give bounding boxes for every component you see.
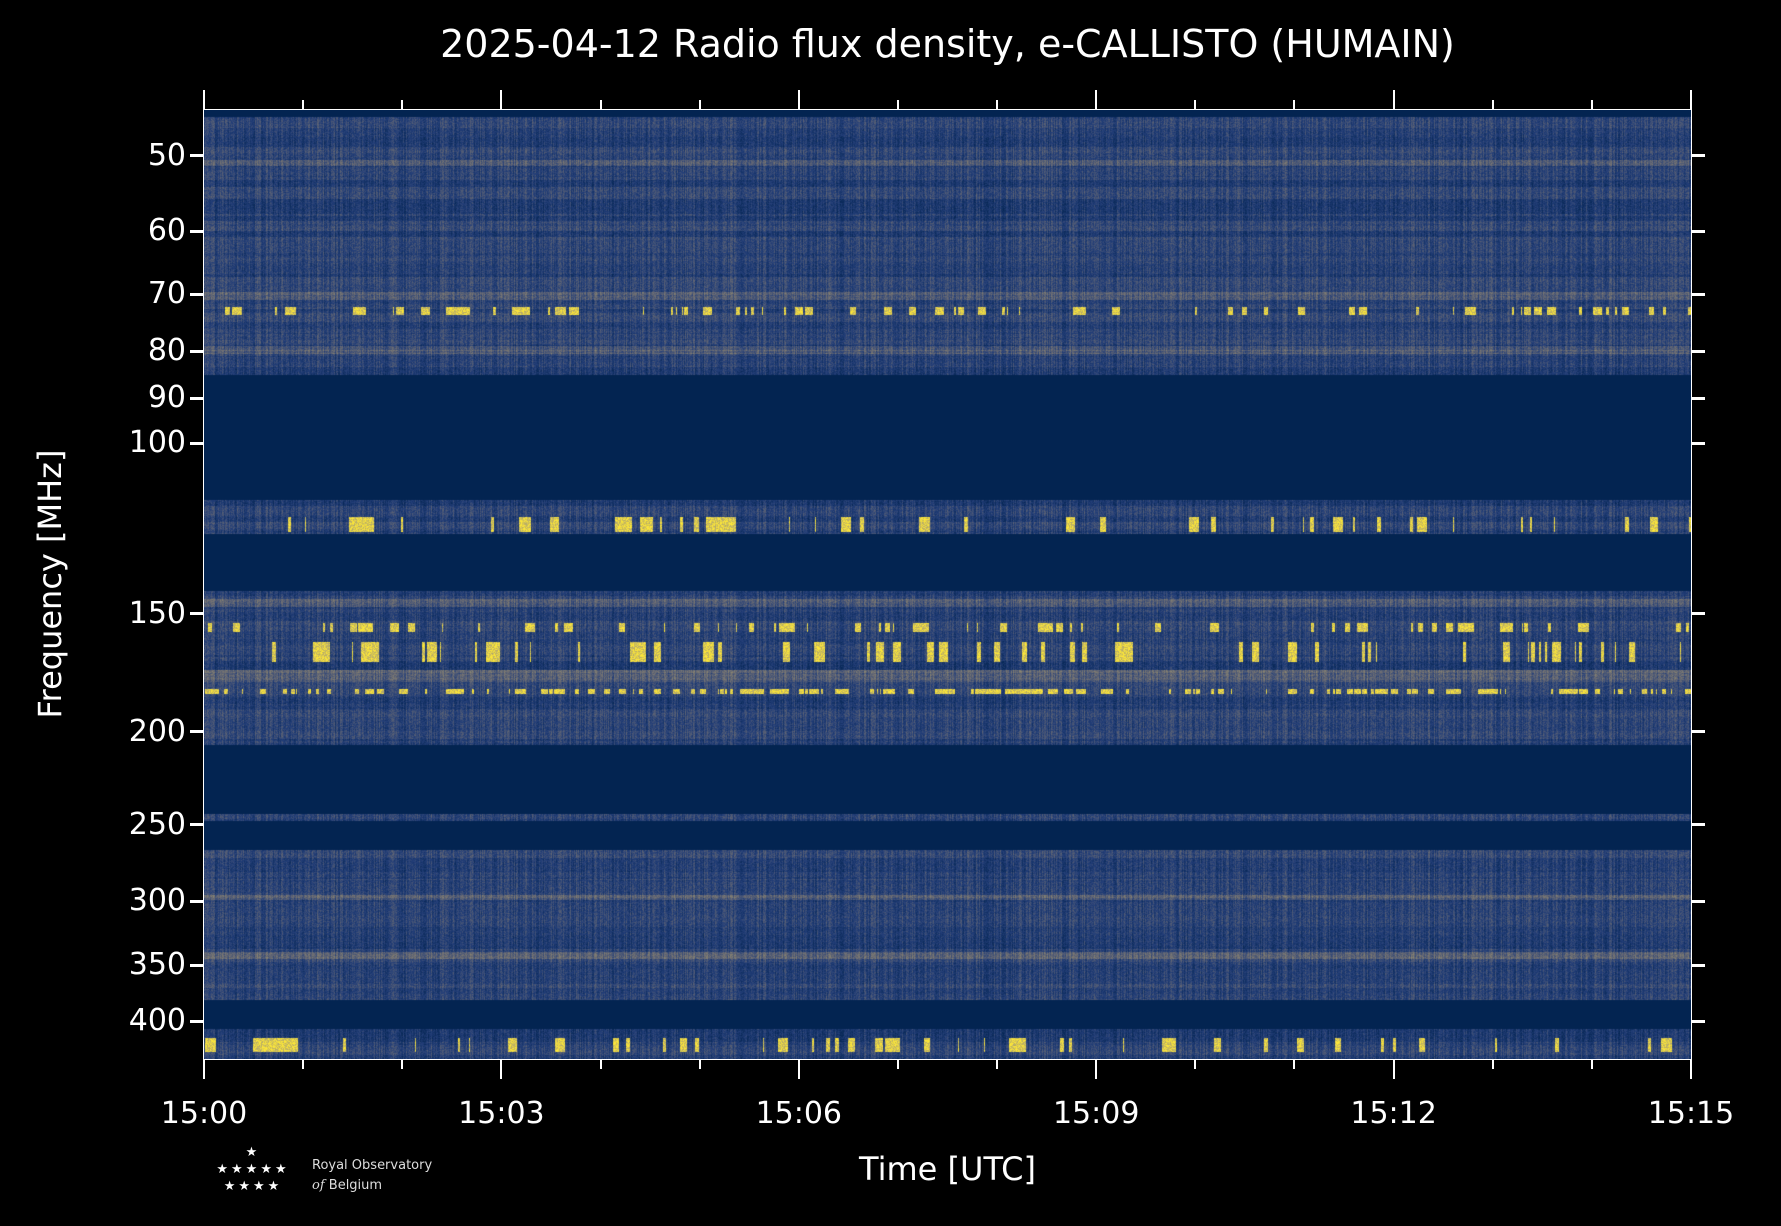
y-tick-left (190, 899, 204, 903)
x-tick-top (1690, 90, 1692, 110)
chart-title: 2025-04-12 Radio flux density, e-CALLIST… (440, 22, 1455, 66)
y-tick-left (190, 963, 204, 967)
x-tick-top (302, 100, 305, 110)
y-tick-right (1691, 292, 1705, 296)
x-tick-bottom (896, 1059, 899, 1069)
x-tick-bottom (996, 1059, 999, 1069)
y-tick-label: 350 (128, 947, 186, 983)
x-tick-bottom (500, 1059, 503, 1079)
y-tick-label: 100 (128, 425, 186, 461)
x-tick-bottom (1690, 1059, 1692, 1079)
y-tick-left (190, 823, 204, 827)
x-tick-top (1590, 100, 1593, 110)
x-tick-bottom (203, 1059, 205, 1079)
plot-frame (203, 109, 1692, 1060)
x-axis-label: Time [UTC] (859, 1150, 1036, 1188)
y-tick-label: 150 (128, 595, 186, 631)
y-tick-label: 50 (147, 137, 186, 173)
y-tick-label: 200 (128, 713, 186, 749)
x-tick-top (1095, 90, 1098, 110)
y-tick-left (190, 396, 204, 400)
x-tick-top (896, 100, 899, 110)
y-tick-label: 70 (147, 276, 186, 312)
x-tick-bottom (1491, 1059, 1494, 1069)
x-tick-top (1392, 90, 1395, 110)
x-tick-label: 15:00 (160, 1096, 248, 1131)
x-tick-top (500, 90, 503, 110)
x-tick-top (401, 100, 404, 110)
y-tick-right (1691, 349, 1705, 353)
x-tick-top (203, 90, 205, 110)
y-tick-right (1691, 229, 1705, 233)
y-tick-left (190, 1019, 204, 1023)
x-tick-bottom (1590, 1059, 1593, 1069)
x-tick-bottom (599, 1059, 602, 1069)
x-tick-bottom (1095, 1059, 1098, 1079)
x-tick-bottom (1194, 1059, 1197, 1069)
x-tick-bottom (797, 1059, 800, 1079)
y-tick-right (1691, 730, 1705, 734)
x-tick-label: 15:12 (1350, 1096, 1437, 1131)
y-tick-label: 250 (128, 806, 186, 842)
y-tick-left (190, 154, 204, 158)
y-tick-label: 60 (147, 213, 186, 249)
y-tick-left (190, 349, 204, 353)
x-tick-label: 15:15 (1647, 1096, 1735, 1131)
y-tick-right (1691, 441, 1705, 445)
x-tick-top (1293, 100, 1296, 110)
y-tick-label: 300 (128, 883, 186, 919)
logo-line2: Belgium (328, 1178, 383, 1193)
x-tick-top (1491, 100, 1494, 110)
x-tick-label: 15:03 (458, 1096, 545, 1131)
y-axis-label: Frequency [MHz] (31, 449, 69, 719)
y-tick-right (1691, 154, 1705, 158)
spectrogram-plot-area (203, 109, 1692, 1060)
y-tick-label: 80 (147, 333, 186, 369)
x-tick-top (1194, 100, 1197, 110)
y-tick-right (1691, 1019, 1705, 1023)
x-tick-bottom (1392, 1059, 1395, 1079)
y-tick-label: 400 (128, 1003, 186, 1039)
y-tick-right (1691, 899, 1705, 903)
x-tick-top (698, 100, 701, 110)
logo-line1: Royal Observatory (312, 1158, 433, 1173)
y-tick-left (190, 229, 204, 233)
y-tick-left (190, 441, 204, 445)
y-tick-left (190, 292, 204, 296)
y-tick-right (1691, 612, 1705, 616)
spectrogram-heatmap (204, 110, 1691, 1059)
x-tick-bottom (401, 1059, 404, 1069)
royal-observatory-logo: ★ ★★★★★ ★★★★ Royal Observatory of Belgium (208, 1144, 468, 1194)
x-tick-top (599, 100, 602, 110)
y-tick-right (1691, 823, 1705, 827)
y-tick-left (190, 730, 204, 734)
y-tick-right (1691, 396, 1705, 400)
x-tick-bottom (302, 1059, 305, 1069)
logo-of: of (312, 1178, 325, 1193)
x-tick-label: 15:06 (755, 1096, 843, 1131)
x-tick-top (797, 90, 800, 110)
y-tick-left (190, 612, 204, 616)
y-tick-right (1691, 963, 1705, 967)
y-tick-label: 90 (147, 380, 186, 416)
stars-icon: ★ ★★★★★ ★★★★ (216, 1145, 290, 1194)
x-tick-top (996, 100, 999, 110)
x-tick-bottom (698, 1059, 701, 1069)
x-tick-bottom (1293, 1059, 1296, 1069)
x-tick-label: 15:09 (1052, 1096, 1140, 1131)
